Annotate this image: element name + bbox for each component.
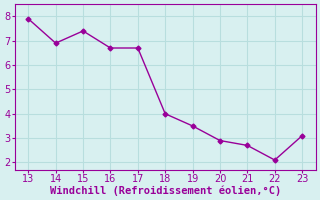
X-axis label: Windchill (Refroidissement éolien,°C): Windchill (Refroidissement éolien,°C) [50, 185, 281, 196]
